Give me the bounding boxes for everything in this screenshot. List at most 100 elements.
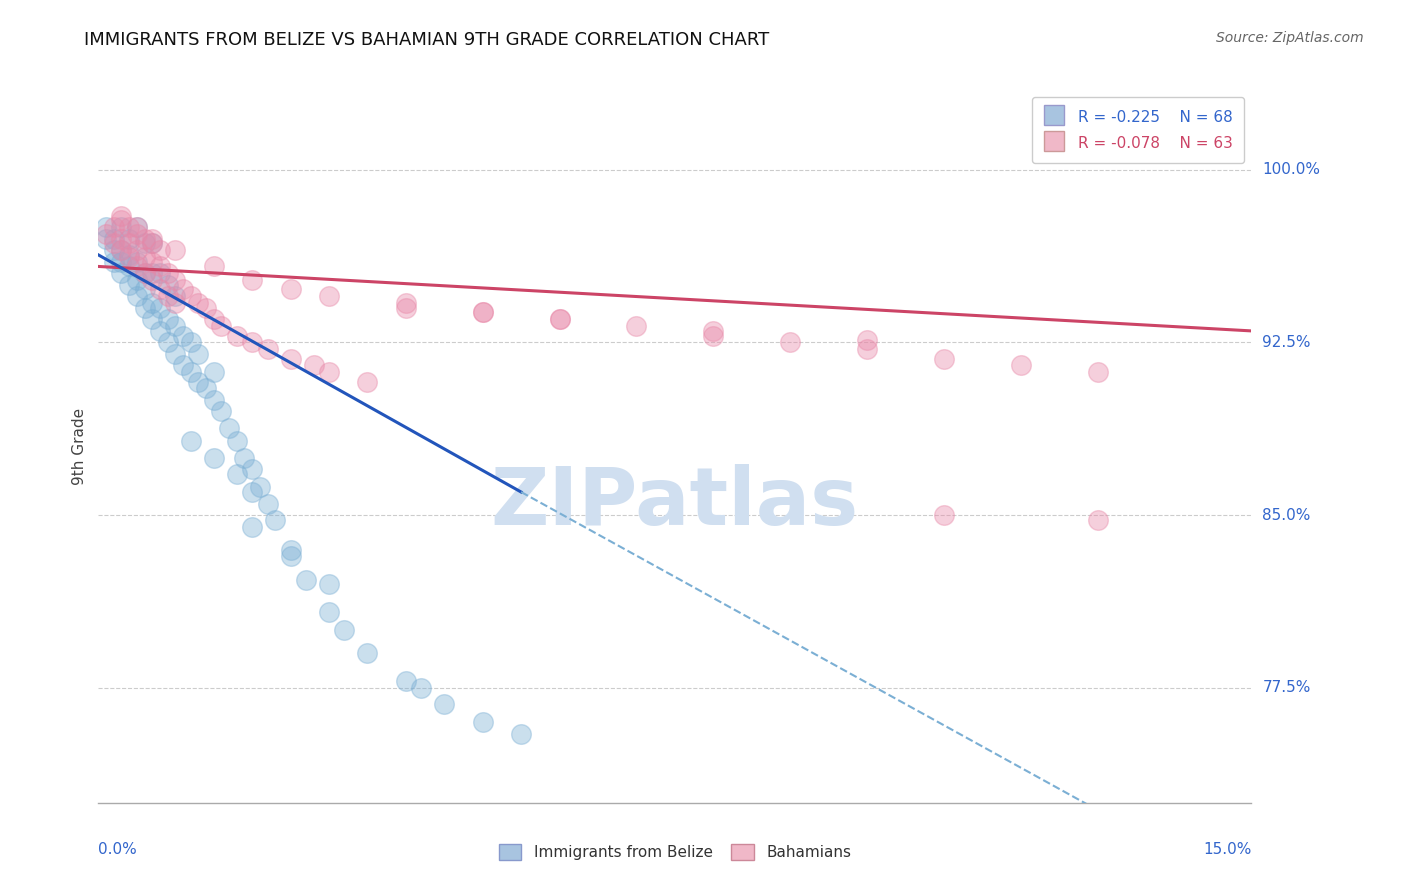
Point	[180, 434, 202, 449]
Point	[180, 335, 202, 350]
Point	[103, 236, 125, 251]
Point	[295, 573, 318, 587]
Point	[264, 513, 287, 527]
Point	[134, 301, 156, 315]
Legend: Immigrants from Belize, Bahamians: Immigrants from Belize, Bahamians	[492, 838, 858, 866]
Point	[318, 289, 340, 303]
Point	[856, 333, 879, 347]
Point	[118, 250, 141, 264]
Point	[225, 328, 247, 343]
Point	[702, 324, 724, 338]
Point	[471, 305, 494, 319]
Point	[202, 260, 225, 274]
Point	[318, 605, 340, 619]
Point	[240, 462, 263, 476]
Point	[149, 266, 172, 280]
Point	[240, 485, 263, 500]
Point	[149, 301, 172, 315]
Point	[141, 273, 163, 287]
Point	[395, 673, 418, 688]
Point	[180, 365, 202, 379]
Point	[118, 248, 141, 262]
Point	[209, 319, 232, 334]
Point	[141, 236, 163, 251]
Point	[149, 283, 172, 297]
Point	[172, 283, 194, 297]
Point	[125, 244, 148, 258]
Point	[779, 335, 801, 350]
Point	[548, 312, 571, 326]
Text: 15.0%: 15.0%	[1204, 842, 1251, 856]
Point	[156, 266, 179, 280]
Point	[118, 277, 141, 292]
Point	[103, 255, 125, 269]
Point	[240, 273, 263, 287]
Point	[125, 227, 148, 242]
Point	[333, 623, 356, 637]
Point	[356, 375, 378, 389]
Point	[471, 305, 494, 319]
Text: ZIPatlas: ZIPatlas	[491, 464, 859, 542]
Point	[202, 312, 225, 326]
Point	[218, 420, 240, 434]
Point	[187, 347, 209, 361]
Point	[94, 227, 117, 242]
Point	[110, 213, 132, 227]
Point	[180, 289, 202, 303]
Point	[395, 301, 418, 315]
Point	[125, 273, 148, 287]
Point	[125, 289, 148, 303]
Point	[103, 232, 125, 246]
Point	[156, 277, 179, 292]
Point	[510, 727, 533, 741]
Point	[256, 343, 278, 357]
Point	[110, 209, 132, 223]
Point	[318, 365, 340, 379]
Point	[134, 266, 156, 280]
Point	[165, 319, 187, 334]
Point	[103, 220, 125, 235]
Point	[118, 232, 141, 246]
Point	[202, 392, 225, 407]
Point	[165, 244, 187, 258]
Point	[110, 244, 132, 258]
Point	[125, 255, 148, 269]
Point	[202, 365, 225, 379]
Point	[240, 335, 263, 350]
Point	[1087, 365, 1109, 379]
Y-axis label: 9th Grade: 9th Grade	[72, 408, 87, 484]
Point	[165, 273, 187, 287]
Point	[118, 260, 141, 274]
Text: Source: ZipAtlas.com: Source: ZipAtlas.com	[1216, 31, 1364, 45]
Point	[548, 312, 571, 326]
Point	[110, 232, 132, 246]
Point	[280, 283, 302, 297]
Text: IMMIGRANTS FROM BELIZE VS BAHAMIAN 9TH GRADE CORRELATION CHART: IMMIGRANTS FROM BELIZE VS BAHAMIAN 9TH G…	[84, 31, 769, 49]
Text: 85.0%: 85.0%	[1263, 508, 1310, 523]
Point	[156, 335, 179, 350]
Point	[225, 467, 247, 481]
Point	[187, 375, 209, 389]
Point	[134, 236, 156, 251]
Point	[195, 381, 218, 395]
Point	[110, 255, 132, 269]
Point	[395, 296, 418, 310]
Point	[134, 250, 156, 264]
Point	[302, 359, 325, 373]
Point	[141, 232, 163, 246]
Point	[149, 260, 172, 274]
Point	[702, 328, 724, 343]
Point	[110, 266, 132, 280]
Point	[240, 519, 263, 533]
Point	[280, 549, 302, 564]
Point	[280, 351, 302, 366]
Text: 77.5%: 77.5%	[1263, 681, 1310, 695]
Point	[141, 266, 163, 280]
Point	[118, 220, 141, 235]
Point	[202, 450, 225, 465]
Point	[187, 296, 209, 310]
Point	[110, 244, 132, 258]
Point	[1087, 513, 1109, 527]
Point	[141, 296, 163, 310]
Point	[134, 232, 156, 246]
